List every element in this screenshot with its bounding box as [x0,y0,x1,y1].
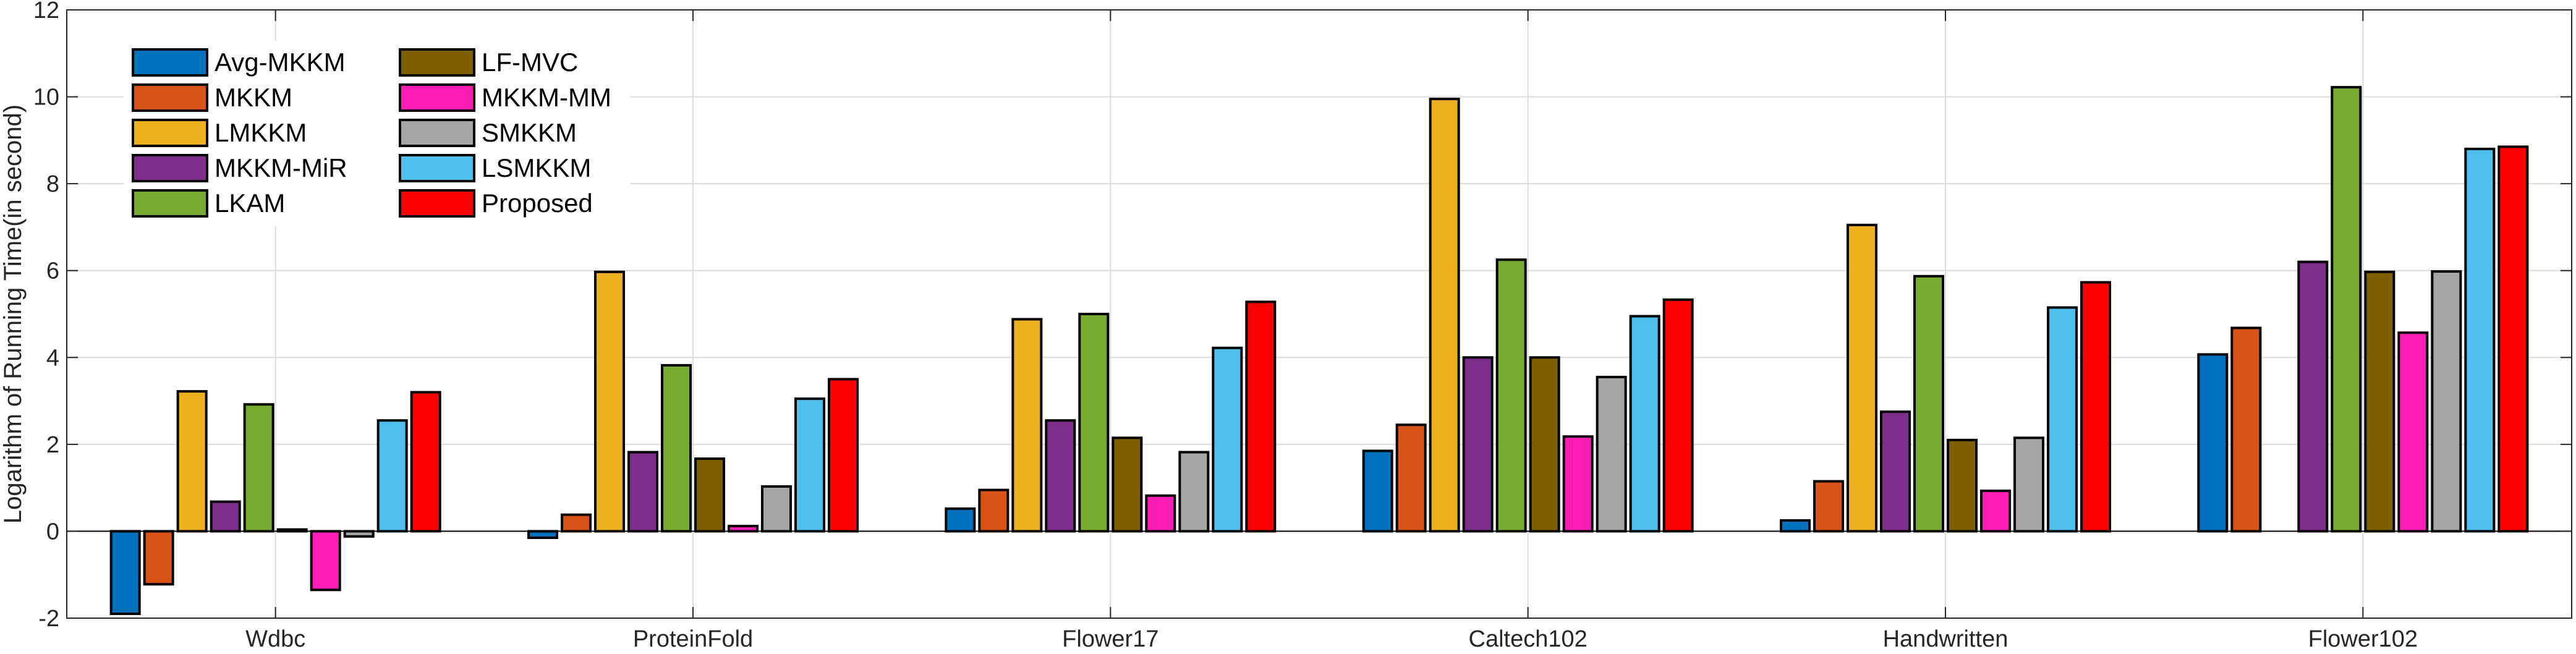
x-tick-label: Wdbc [245,626,305,652]
bar-mkkm-mir-flower102 [2297,260,2329,533]
bar-smkkm-wdbc [343,530,375,538]
bar-proposed-wdbc [410,391,441,533]
y-tick-label: 8 [46,171,59,197]
legend-label: Proposed [482,189,593,218]
legend: Avg-MKKM MKKM LMKKM MKKM-MiR LKAM LF-MVC MKKM-… [124,41,631,226]
bar-mkkm-mir-proteinfold [627,451,658,533]
bar-mkkm-mm-handwritten [1980,490,2011,533]
y-tick-label: -2 [38,606,59,632]
bar-mkkm-mir-handwritten [1880,410,1911,533]
bar-mkkm-mm-wdbc [310,530,341,592]
legend-label: Avg-MKKM [215,48,346,77]
bar-proposed-handwritten [2080,281,2111,533]
legend-swatch [399,119,475,147]
legend-swatch [399,154,475,182]
bar-smkkm-caltech102 [1596,375,1627,533]
bar-avg-mkkm-wdbc [109,530,141,615]
legend-label: MKKM-MiR [215,153,347,182]
bar-lkam-wdbc [243,403,274,533]
bar-mkkm-mm-proteinfold [728,524,759,533]
bar-avg-mkkm-caltech102 [1362,449,1393,533]
bar-proposed-flower102 [2497,145,2529,533]
x-tick-label: Handwritten [1883,626,2009,652]
bar-lsmkkm-flower102 [2464,147,2496,533]
legend-swatch [399,189,475,218]
legend-label: LKAM [215,189,285,218]
bar-mkkm-handwritten [1813,480,1844,533]
bar-lsmkkm-caltech102 [1629,315,1660,533]
bar-lf-mvc-handwritten [1947,438,1978,533]
legend-label: LSMKKM [482,153,591,182]
y-tick-label: 0 [46,519,59,545]
bar-lsmkkm-handwritten [2047,306,2078,533]
y-tick-label: 2 [46,432,59,458]
legend-label: LF-MVC [482,48,578,77]
x-tick-label: Flower17 [1062,626,1158,652]
bar-lsmkkm-wdbc [376,419,408,533]
bar-mkkm-mm-caltech102 [1562,435,1594,533]
bar-proposed-proteinfold [828,378,859,533]
y-tick-label: 12 [33,0,59,23]
bar-lmkkm-caltech102 [1429,98,1460,533]
legend-label: MKKM-MM [482,83,611,112]
bar-lkam-handwritten [1913,274,1944,533]
x-tick-label: Caltech102 [1469,626,1588,652]
legend-swatch [132,119,208,147]
bar-lkam-flower17 [1078,313,1110,533]
bar-lf-mvc-proteinfold [694,457,725,533]
bar-avg-mkkm-handwritten [1780,519,1811,533]
plot-frame [66,9,2572,619]
bar-lsmkkm-proteinfold [794,397,825,533]
bar-mkkm-mir-wdbc [210,500,241,533]
bar-proposed-caltech102 [1662,298,1694,533]
y-axis-label: Logarithm of Running Time(in second) [0,104,27,524]
bar-mkkm-flower102 [2230,326,2262,533]
bar-avg-mkkm-proteinfold [527,530,558,539]
legend-swatch [399,83,475,112]
bar-lf-mvc-wdbc [276,528,308,533]
bar-avg-mkkm-flower102 [2197,353,2229,533]
legend-swatch [132,154,208,182]
bar-smkkm-proteinfold [761,485,792,533]
bar-lmkkm-wdbc [176,390,208,533]
bar-mkkm-mir-flower17 [1045,419,1076,533]
x-tick-label: ProteinFold [633,626,753,652]
legend-swatch [132,48,208,77]
legend-label: MKKM [215,83,292,112]
y-tick-label: 4 [46,345,59,371]
bar-mkkm-wdbc [143,530,174,586]
bar-lmkkm-proteinfold [594,270,625,533]
y-tick-label: 6 [46,258,59,284]
bar-mkkm-mir-caltech102 [1462,356,1494,533]
bar-lf-mvc-flower102 [2364,270,2395,533]
bar-lmkkm-handwritten [1847,223,1877,533]
y-tick-label: 10 [33,85,59,111]
bar-smkkm-flower102 [2431,270,2462,533]
bars [109,86,2529,615]
bar-lf-mvc-caltech102 [1529,356,1560,533]
legend-swatch [132,189,208,218]
bar-proposed-flower17 [1245,300,1277,533]
bar-lmkkm-flower17 [1011,318,1043,533]
bar-smkkm-handwritten [2013,436,2044,533]
bar-avg-mkkm-flower17 [945,507,976,533]
bar-lkam-proteinfold [661,363,692,533]
legend-label: SMKKM [482,118,577,147]
legend-label: LMKKM [215,118,307,147]
bar-smkkm-flower17 [1178,451,1210,533]
bar-mkkm-mm-flower17 [1145,494,1176,533]
bar-lkam-flower102 [2331,86,2362,533]
legend-swatch [132,83,208,112]
axis-ticks: -2 0 2 4 6 8 10 12 Wdbc ProteinFold Flower17 Caltec… [33,0,2572,652]
x-tick-label: Flower102 [2308,626,2418,652]
bar-lf-mvc-flower17 [1112,436,1143,533]
bar-mkkm-mm-flower102 [2397,331,2429,533]
bar-mkkm-caltech102 [1395,423,1427,533]
legend-swatch [399,48,475,77]
bar-mkkm-flower17 [978,488,1010,533]
bar-lsmkkm-flower17 [1212,346,1243,533]
bar-lkam-caltech102 [1495,258,1527,533]
bar-mkkm-proteinfold [561,513,592,533]
